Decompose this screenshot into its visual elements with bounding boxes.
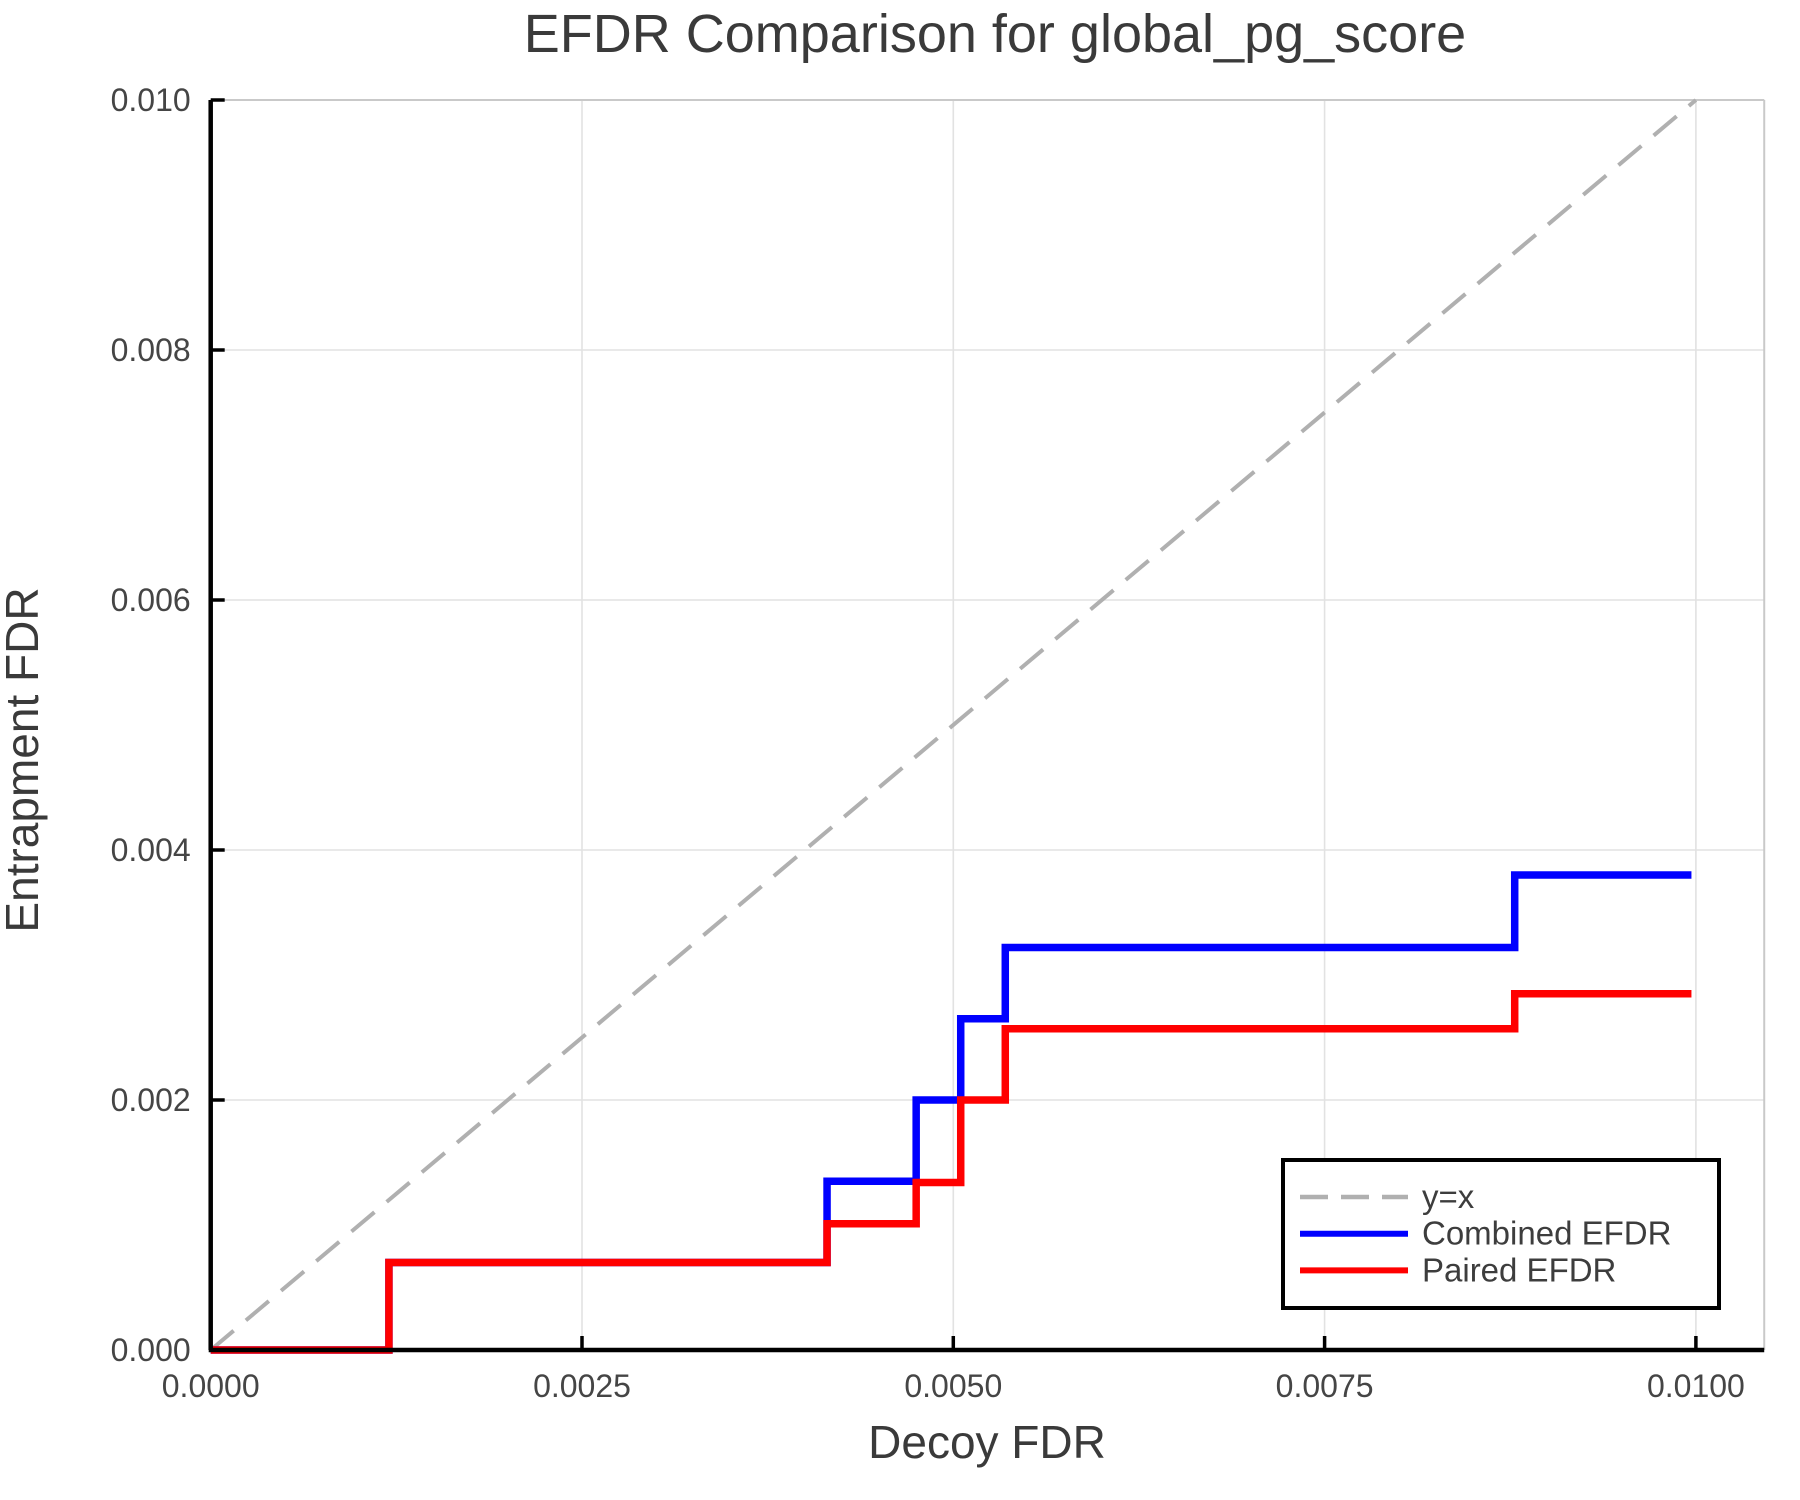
plot-frame xyxy=(210,99,1766,1350)
x-tick-label: 0.0100 xyxy=(1647,1368,1745,1404)
x-tick-label: 0.0000 xyxy=(162,1368,260,1404)
y-axis-label: Entrapment FDR xyxy=(0,587,48,932)
x-axis-label: Decoy FDR xyxy=(868,1416,1106,1468)
y-tick-label: 0.004 xyxy=(111,832,191,868)
axis-layer xyxy=(208,98,1765,1353)
x-tick-label: 0.0050 xyxy=(904,1368,1002,1404)
legend-item-label: Paired EFDR xyxy=(1422,1251,1616,1288)
chart-title: EFDR Comparison for global_pg_score xyxy=(524,4,1466,64)
y-tick-label: 0.006 xyxy=(111,582,191,618)
legend-item-label: Combined EFDR xyxy=(1422,1215,1671,1252)
y-tick-label: 0.002 xyxy=(111,1082,191,1118)
x-tick-label: 0.0025 xyxy=(533,1368,631,1404)
paired-efdr-line xyxy=(210,990,1692,1354)
x-tick-label: 0.0075 xyxy=(1276,1368,1374,1404)
legend-item-label: y=x xyxy=(1422,1178,1475,1215)
identity-line xyxy=(209,98,1698,1352)
y-tick-label: 0.010 xyxy=(111,82,191,118)
y-tick-label: 0.000 xyxy=(111,1332,191,1368)
data-layer xyxy=(209,98,1698,1354)
y-tick-label: 0.008 xyxy=(111,332,191,368)
tick-label-layer: 0.0000 0.0025 0.0050 0.0075 0.0100 0.000 0.002… xyxy=(111,82,1745,1404)
